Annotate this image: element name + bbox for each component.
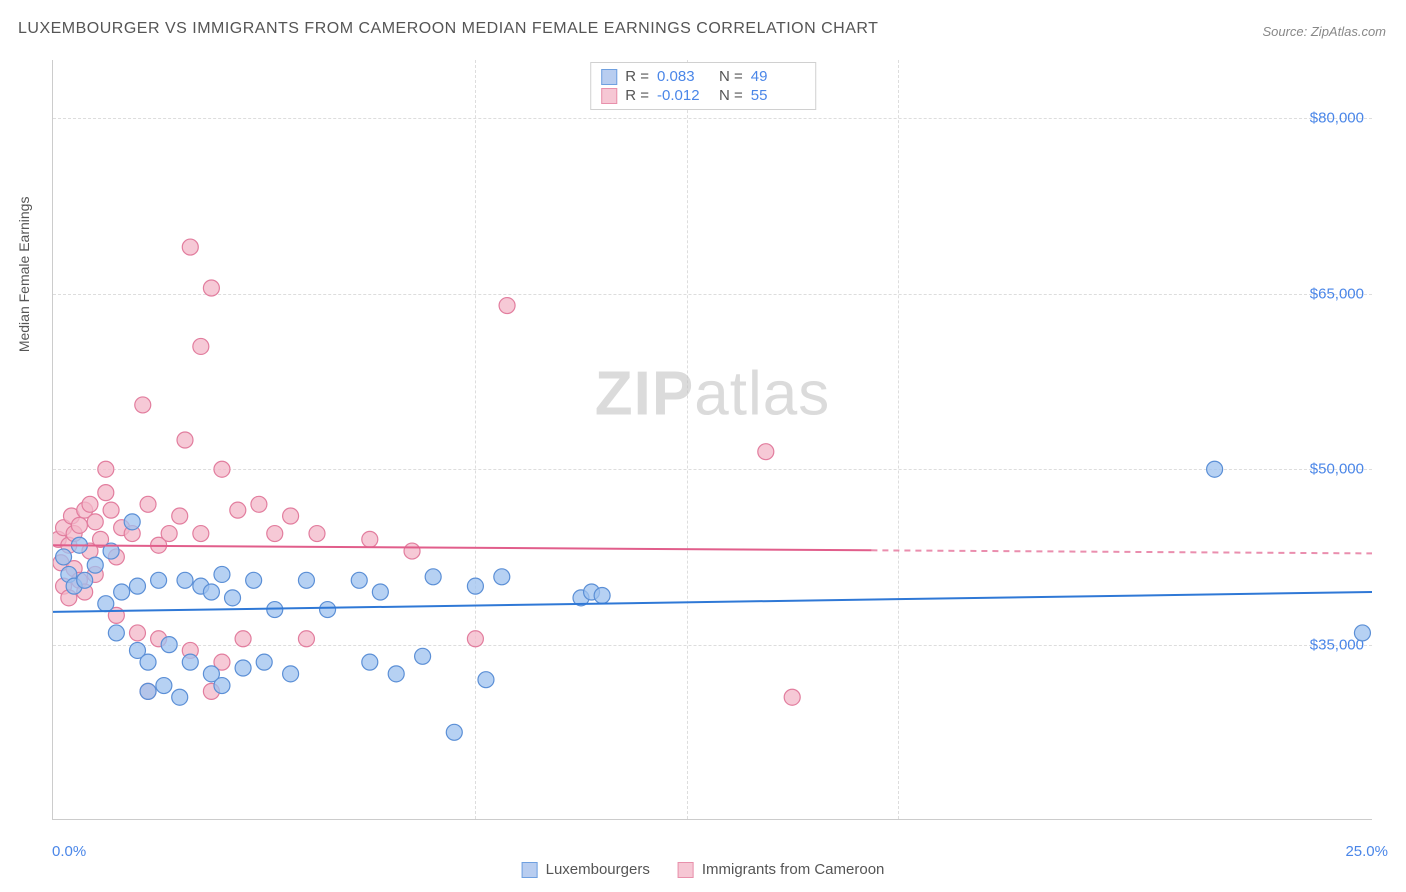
source-attribution: Source: ZipAtlas.com [1262,24,1386,39]
pink-point [235,631,251,647]
blue-point [256,654,272,670]
blue-point [87,557,103,573]
blue-point [467,578,483,594]
pink-point [298,631,314,647]
pink-point [98,461,114,477]
legend-swatch [522,862,538,878]
blue-point [478,672,494,688]
legend-series-label: Luxembourgers [546,861,650,878]
pink-point [267,526,283,542]
blue-point [161,637,177,653]
blue-point [388,666,404,682]
n-value: 49 [751,68,805,85]
legend-series-item: Immigrants from Cameroon [678,861,885,878]
blue-point [151,572,167,588]
pink-trendline-dashed [871,550,1372,553]
blue-point [362,654,378,670]
pink-point [135,397,151,413]
legend-correlation: R = 0.083 N = 49 R = -0.012 N = 55 [590,62,816,110]
pink-point [251,496,267,512]
chart-title: LUXEMBOURGER VS IMMIGRANTS FROM CAMEROON… [18,20,878,38]
n-value: 55 [751,87,805,104]
blue-point [235,660,251,676]
pink-point [362,531,378,547]
pink-trendline [53,545,871,550]
pink-point [71,517,87,533]
pink-point [161,526,177,542]
blue-point [351,572,367,588]
x-tick-min: 0.0% [52,843,86,860]
pink-point [177,432,193,448]
r-label: R = [625,87,649,104]
blue-point [114,584,130,600]
blue-point [425,569,441,585]
pink-point [193,338,209,354]
blue-point [203,584,219,600]
blue-point [124,514,140,530]
blue-point [446,724,462,740]
legend-series: Luxembourgers Immigrants from Cameroon [522,861,885,878]
blue-point [372,584,388,600]
plot-area: ZIPatlas $35,000$50,000$65,000$80,000 [52,60,1372,820]
blue-point [108,625,124,641]
blue-point [594,588,610,604]
blue-trendline [53,592,1372,612]
blue-point [172,689,188,705]
pink-point [283,508,299,524]
r-value: 0.083 [657,68,711,85]
pink-point [172,508,188,524]
blue-point [177,572,193,588]
blue-point [225,590,241,606]
pink-point [499,298,515,314]
pink-point [467,631,483,647]
pink-point [784,689,800,705]
blue-point [246,572,262,588]
legend-swatch [601,69,617,85]
pink-point [82,496,98,512]
pink-point [404,543,420,559]
legend-series-label: Immigrants from Cameroon [702,861,885,878]
pink-point [87,514,103,530]
blue-point [156,678,172,694]
blue-point [494,569,510,585]
blue-point [140,654,156,670]
x-tick-max: 25.0% [1345,843,1388,860]
pink-point [758,444,774,460]
legend-series-item: Luxembourgers [522,861,650,878]
legend-swatch [601,88,617,104]
blue-point [214,566,230,582]
pink-point [129,625,145,641]
blue-point [129,578,145,594]
pink-point [203,280,219,296]
blue-point [56,549,72,565]
blue-point [320,602,336,618]
blue-point [98,596,114,612]
blue-point [77,572,93,588]
blue-point [283,666,299,682]
pink-point [98,485,114,501]
pink-point [140,496,156,512]
legend-correlation-row: R = -0.012 N = 55 [601,86,805,105]
r-value: -0.012 [657,87,711,104]
r-label: R = [625,68,649,85]
y-axis-title: Median Female Earnings [16,197,32,353]
pink-point [193,526,209,542]
blue-point [1207,461,1223,477]
n-label: N = [719,87,743,104]
pink-point [103,502,119,518]
legend-swatch [678,862,694,878]
blue-point [298,572,314,588]
blue-point [1354,625,1370,641]
blue-point [182,654,198,670]
blue-point [415,648,431,664]
n-label: N = [719,68,743,85]
pink-point [214,461,230,477]
blue-point [214,678,230,694]
legend-correlation-row: R = 0.083 N = 49 [601,67,805,86]
pink-point [182,239,198,255]
pink-point [230,502,246,518]
scatter-svg [53,60,1372,819]
pink-point [309,526,325,542]
blue-point [140,683,156,699]
